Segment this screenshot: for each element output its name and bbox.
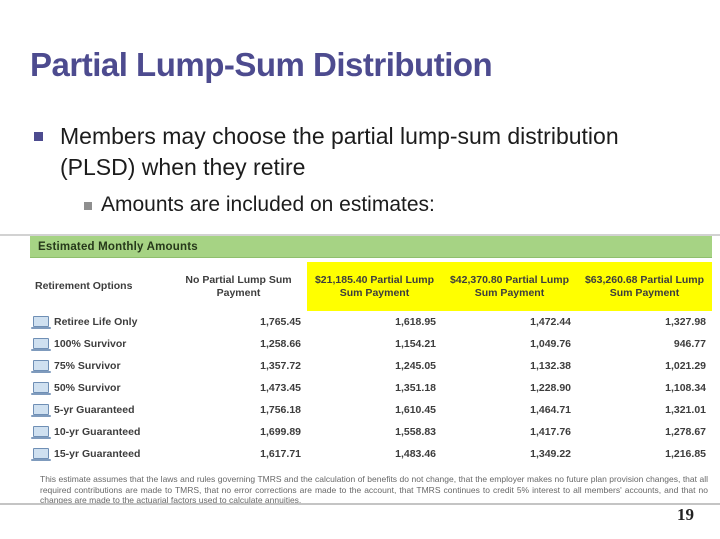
table-row: 100% Survivor 1,258.66 1,154.21 1,049.76…: [30, 333, 712, 355]
row-value: 1,473.45: [260, 382, 301, 394]
table-disclaimer: This estimate assumes that the laws and …: [40, 474, 708, 505]
row-value: 1,108.34: [665, 382, 706, 394]
table-row: 10-yr Guaranteed 1,699.89 1,558.83 1,417…: [30, 421, 712, 443]
row-value: 1,618.95: [395, 316, 436, 328]
monitor-icon: [31, 403, 51, 417]
row-option-cell: 50% Survivor: [30, 381, 170, 395]
row-value: 1,349.22: [530, 448, 571, 460]
row-option-cell: 75% Survivor: [30, 359, 170, 373]
bullet-square-icon: [34, 132, 43, 141]
row-value: 1,049.76: [530, 338, 571, 350]
row-value: 1,216.85: [665, 448, 706, 460]
table-banner: Estimated Monthly Amounts: [30, 236, 712, 258]
row-value: 1,417.76: [530, 426, 571, 438]
monitor-icon: [31, 425, 51, 439]
table-rows: Retiree Life Only 1,765.45 1,618.95 1,47…: [30, 311, 712, 465]
row-value: 1,765.45: [260, 316, 301, 328]
row-value: 1,464.71: [530, 404, 571, 416]
table-image-bottom-edge: [0, 503, 720, 505]
table-row: Retiree Life Only 1,765.45 1,618.95 1,47…: [30, 311, 712, 333]
monitor-icon: [31, 359, 51, 373]
table-row: 50% Survivor 1,473.45 1,351.18 1,228.90 …: [30, 377, 712, 399]
row-option-label: 15-yr Guaranteed: [54, 448, 141, 460]
row-value: 1,756.18: [260, 404, 301, 416]
bullet-item-2: Amounts are included on estimates:: [84, 193, 684, 217]
row-value: 1,699.89: [260, 426, 301, 438]
table-header-row: Retirement Options No Partial Lump Sum P…: [30, 262, 712, 311]
row-option-label: 100% Survivor: [54, 338, 127, 350]
row-option-label: 50% Survivor: [54, 382, 121, 394]
page-title: Partial Lump-Sum Distribution: [30, 46, 493, 83]
row-value: 1,321.01: [665, 404, 706, 416]
row-value: 1,351.18: [395, 382, 436, 394]
column-header-no-partial: No Partial Lump Sum Payment: [185, 273, 292, 299]
bullet-text-1: Members may choose the partial lump-sum …: [60, 123, 619, 180]
row-value: 1,610.45: [395, 404, 436, 416]
row-option-label: 10-yr Guaranteed: [54, 426, 141, 438]
row-value: 1,245.05: [395, 360, 436, 372]
row-option-cell: 100% Survivor: [30, 337, 170, 351]
row-value: 1,154.21: [395, 338, 436, 350]
row-value: 946.77: [673, 338, 706, 350]
row-value: 1,558.83: [395, 426, 436, 438]
monitor-icon: [31, 447, 51, 461]
row-option-label: 5-yr Guaranteed: [54, 404, 135, 416]
row-value: 1,132.38: [530, 360, 571, 372]
estimates-table: Estimated Monthly Amounts Retirement Opt…: [30, 236, 712, 465]
table-row: 5-yr Guaranteed 1,756.18 1,610.45 1,464.…: [30, 399, 712, 421]
table-row: 15-yr Guaranteed 1,617.71 1,483.46 1,349…: [30, 443, 712, 465]
row-value: 1,357.72: [260, 360, 301, 372]
bullet-text-2: Amounts are included on estimates:: [101, 193, 435, 216]
row-option-label: 75% Survivor: [54, 360, 121, 372]
column-header-partial-2: $42,370.80 Partial Lump Sum Payment: [442, 262, 577, 311]
row-option-cell: 10-yr Guaranteed: [30, 425, 170, 439]
column-header-partial-3: $63,260.68 Partial Lump Sum Payment: [577, 262, 712, 311]
table-image-top-edge: [0, 234, 720, 236]
page-number: 19: [677, 505, 694, 524]
column-header-retirement-options: Retirement Options: [35, 280, 133, 292]
table-row: 75% Survivor 1,357.72 1,245.05 1,132.38 …: [30, 355, 712, 377]
row-option-cell: 15-yr Guaranteed: [30, 447, 170, 461]
row-value: 1,258.66: [260, 338, 301, 350]
monitor-icon: [31, 337, 51, 351]
row-value: 1,327.98: [665, 316, 706, 328]
column-header-partial-1: $21,185.40 Partial Lump Sum Payment: [307, 262, 442, 311]
row-value: 1,021.29: [665, 360, 706, 372]
bullet-item-1: Members may choose the partial lump-sum …: [34, 121, 654, 183]
sub-bullet-square-icon: [84, 202, 92, 210]
row-value: 1,483.46: [395, 448, 436, 460]
monitor-icon: [31, 315, 51, 329]
monitor-icon: [31, 381, 51, 395]
row-value: 1,278.67: [665, 426, 706, 438]
row-option-label: Retiree Life Only: [54, 316, 138, 328]
row-value: 1,472.44: [530, 316, 571, 328]
row-option-cell: Retiree Life Only: [30, 315, 170, 329]
row-option-cell: 5-yr Guaranteed: [30, 403, 170, 417]
row-value: 1,228.90: [530, 382, 571, 394]
row-value: 1,617.71: [260, 448, 301, 460]
